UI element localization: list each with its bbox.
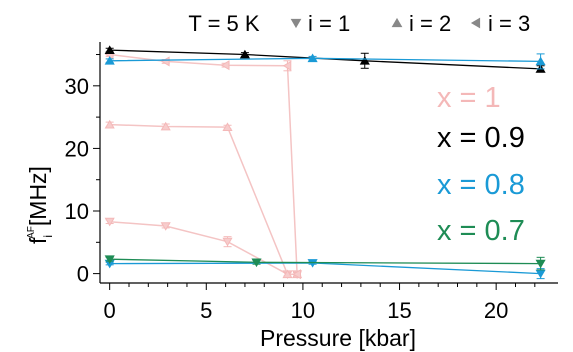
data-point bbox=[104, 45, 115, 54]
data-point bbox=[282, 60, 292, 71]
chart-title: T = 5 K bbox=[188, 11, 259, 36]
legend-marker bbox=[470, 17, 481, 29]
data-point bbox=[222, 122, 233, 131]
series-line bbox=[109, 57, 541, 63]
series-line bbox=[109, 53, 298, 275]
data-point bbox=[251, 258, 262, 268]
series-line bbox=[109, 262, 541, 275]
svg-text:fiAF[MHz]: fi AF[MHz] bbox=[25, 166, 55, 244]
y-axis-label-sup: AF bbox=[26, 226, 37, 239]
y-axis-label-main: f bbox=[25, 237, 51, 244]
series-0 bbox=[104, 217, 303, 279]
annotations: x = 1 x = 0.9 x = 0.8 x = 0.7 bbox=[437, 82, 525, 247]
x-tick-label: 10 bbox=[291, 298, 315, 323]
legend-entry-1: i = 1 bbox=[290, 11, 350, 36]
series-4 bbox=[104, 53, 546, 70]
y-tick-label: 30 bbox=[65, 74, 89, 99]
data-point bbox=[160, 121, 171, 131]
annotation-4: x = 0.7 bbox=[437, 215, 525, 247]
legend-marker bbox=[290, 18, 302, 29]
data-point bbox=[307, 53, 318, 63]
x-axis-label: Pressure [kbar] bbox=[260, 325, 416, 351]
data-point bbox=[160, 222, 171, 231]
data-point bbox=[104, 56, 115, 65]
data-point bbox=[535, 56, 546, 66]
axes: 0 10 20 30 0 5 10 15 20 bbox=[65, 42, 558, 323]
series-1 bbox=[104, 119, 303, 279]
legend-entry-3: i = 3 bbox=[470, 11, 530, 36]
y-tick-label: 0 bbox=[77, 262, 89, 287]
legend-label: i = 1 bbox=[308, 11, 350, 36]
series-6 bbox=[104, 255, 546, 271]
series-2 bbox=[104, 49, 302, 280]
y-axis-label: fi AF[MHz] bbox=[25, 166, 55, 244]
plot-area bbox=[104, 45, 546, 280]
y-axis-label-sub: i bbox=[41, 235, 55, 238]
x-tick-label: 0 bbox=[104, 298, 116, 323]
series-line bbox=[109, 123, 298, 275]
annotation-2: x = 0.9 bbox=[437, 122, 525, 154]
y-tick-label: 20 bbox=[65, 136, 89, 161]
data-point bbox=[239, 49, 250, 59]
series-3 bbox=[104, 45, 546, 73]
data-point bbox=[160, 56, 170, 67]
data-point bbox=[535, 259, 546, 269]
data-point bbox=[282, 269, 293, 279]
x-tick-label: 5 bbox=[200, 298, 212, 323]
y-tick-label: 10 bbox=[65, 199, 89, 224]
legend-marker bbox=[391, 17, 403, 28]
data-point bbox=[104, 217, 115, 227]
data-point bbox=[104, 255, 115, 264]
x-tick-label: 15 bbox=[387, 298, 411, 323]
legend-label: i = 2 bbox=[409, 11, 451, 36]
x-tick-label: 20 bbox=[484, 298, 508, 323]
annotation-3: x = 0.8 bbox=[437, 169, 525, 201]
data-point bbox=[359, 56, 370, 65]
data-point bbox=[222, 237, 233, 247]
legend-label: i = 3 bbox=[488, 11, 530, 36]
annotation-1: x = 1 bbox=[437, 82, 501, 114]
series-line bbox=[109, 49, 541, 70]
data-point bbox=[220, 60, 230, 71]
legend-entry-2: i = 2 bbox=[391, 11, 451, 36]
data-point bbox=[104, 119, 115, 129]
y-axis-label-unit: [MHz] bbox=[25, 166, 51, 226]
legend: i = 1 i = 2 i = 3 bbox=[290, 11, 530, 36]
data-point bbox=[292, 269, 301, 280]
